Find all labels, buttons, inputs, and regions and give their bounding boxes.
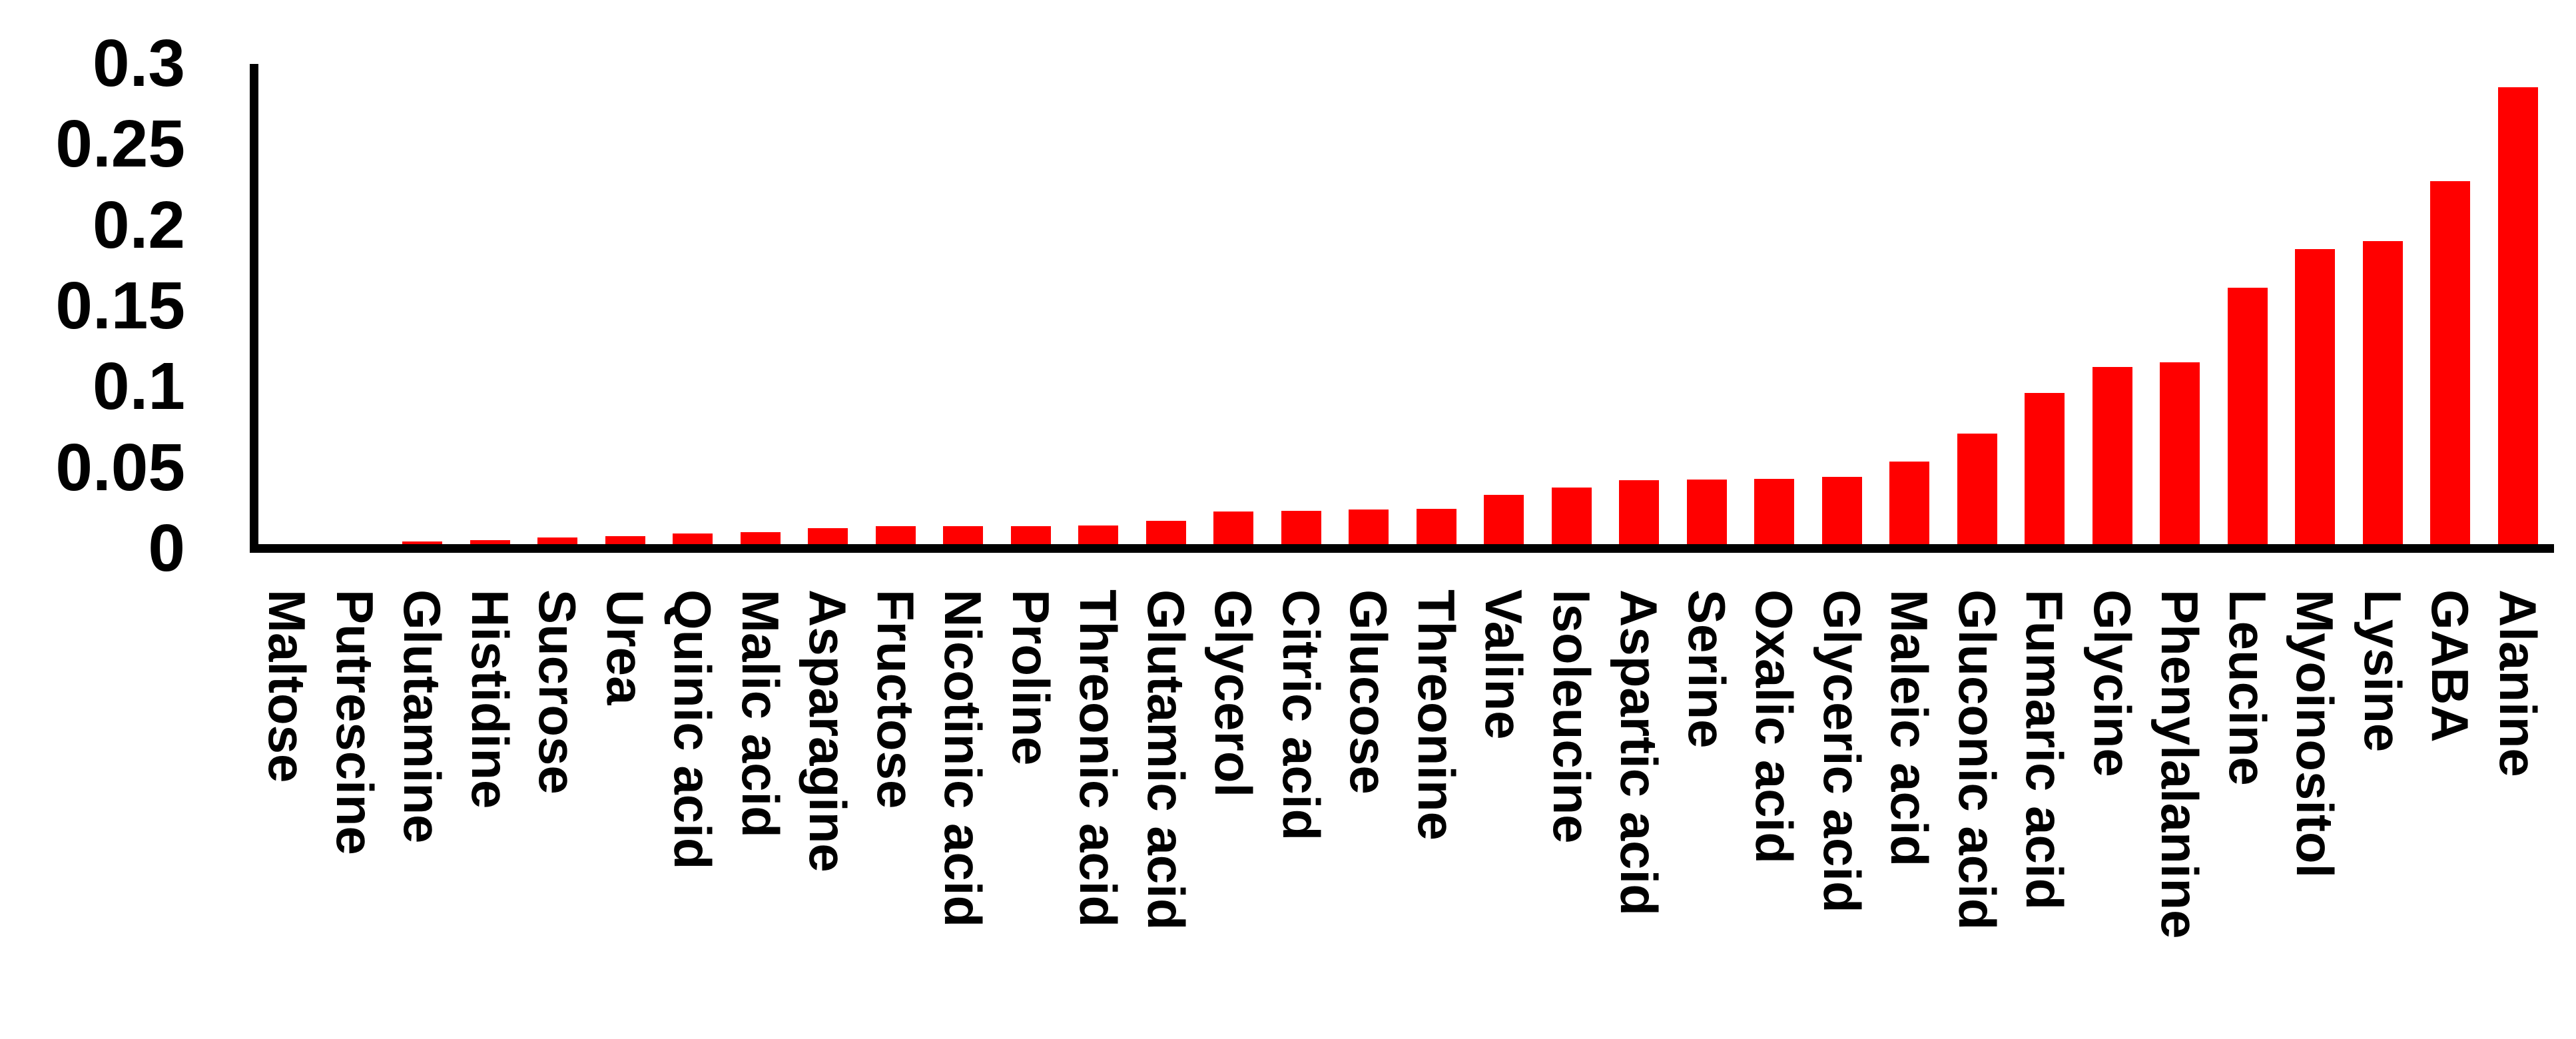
x-tick-label-aspartic-acid: Aspartic acid <box>1610 589 1669 916</box>
bar-myoinositol <box>2295 249 2335 548</box>
x-tick-label-oxalic-acid: Oxalic acid <box>1745 589 1804 864</box>
bar-isoleucine <box>1552 488 1592 548</box>
bar-oxalic-acid <box>1754 479 1794 548</box>
x-tick-label-nicotinic-acid: Nicotinic acid <box>934 589 993 928</box>
bar-serine <box>1687 480 1727 548</box>
x-tick-label-putrescine: Putrescine <box>326 589 385 855</box>
bar-lysine <box>2363 241 2403 548</box>
bar-fumaric-acid <box>2025 393 2065 548</box>
x-tick-label-serine: Serine <box>1678 589 1737 749</box>
x-tick-label-proline: Proline <box>1002 589 1061 766</box>
x-tick-label-maleic-acid: Maleic acid <box>1880 589 1939 867</box>
bar-leucine <box>2228 288 2268 548</box>
x-tick-label-glucose: Glucose <box>1339 589 1399 795</box>
x-tick-label-glyceric-acid: Glyceric acid <box>1813 589 1872 913</box>
x-tick-label-leucine: Leucine <box>2218 589 2278 786</box>
x-tick-label-citric-acid: Citric acid <box>1272 589 1331 841</box>
bar-glycine <box>2093 367 2132 548</box>
bar-glyceric-acid <box>1822 477 1862 548</box>
bar-citric-acid <box>1281 511 1321 548</box>
bar-glutamic-acid <box>1146 521 1186 548</box>
x-tick-label-histidine: Histidine <box>461 589 520 809</box>
bar-phenylalanine <box>2160 362 2200 548</box>
bar-aspartic-acid <box>1619 480 1659 548</box>
bar-gluconic-acid <box>1957 434 1997 548</box>
x-tick-label-phenylalanine: Phenylalanine <box>2150 589 2210 939</box>
x-tick-label-asparagine: Asparagine <box>799 589 858 872</box>
y-tick-label-0.15: 0.15 <box>55 268 185 343</box>
y-tick-label-0.3: 0.3 <box>92 25 185 101</box>
y-tick-label-0.2: 0.2 <box>92 187 185 262</box>
x-tick-label-gaba: GABA <box>2421 589 2480 743</box>
bar-maleic-acid <box>1889 462 1929 548</box>
x-tick-label-threonic-acid: Threonic acid <box>1069 589 1128 928</box>
x-tick-label-lysine: Lysine <box>2354 589 2413 753</box>
y-tick-label-0: 0 <box>148 511 185 585</box>
x-tick-label-glycine: Glycine <box>2083 589 2142 777</box>
y-tick-label-0.05: 0.05 <box>55 430 185 505</box>
x-tick-label-maltose: Maltose <box>258 589 317 783</box>
bar-threonine <box>1417 509 1456 548</box>
bar-alanine <box>2498 87 2538 548</box>
x-tick-label-glycerol: Glycerol <box>1204 589 1263 798</box>
bar-valine <box>1484 495 1524 548</box>
bar-glucose <box>1349 510 1389 548</box>
x-tick-label-glutamic-acid: Glutamic acid <box>1137 589 1196 930</box>
x-tick-label-glutamine: Glutamine <box>393 589 452 844</box>
x-tick-label-threonine: Threonine <box>1407 589 1466 841</box>
x-tick-label-fructose: Fructose <box>866 589 926 809</box>
x-tick-label-urea: Urea <box>596 589 655 705</box>
bar-gaba <box>2430 181 2470 548</box>
y-axis-spine <box>250 64 258 553</box>
x-tick-label-gluconic-acid: Gluconic acid <box>1948 589 2007 930</box>
y-tick-label-0.25: 0.25 <box>55 107 185 182</box>
y-tick-label-0.1: 0.1 <box>92 349 185 424</box>
bar-glycerol <box>1213 512 1253 548</box>
x-axis-line <box>250 544 2554 553</box>
x-tick-label-sucrose: Sucrose <box>528 589 587 795</box>
x-tick-label-fumaric-acid: Fumaric acid <box>2015 589 2075 910</box>
x-tick-label-quinic-acid: Quinic acid <box>663 589 723 870</box>
x-tick-label-malic-acid: Malic acid <box>731 589 791 838</box>
x-tick-label-myoinositol: Myoinositol <box>2286 589 2345 878</box>
x-tick-label-alanine: Alanine <box>2489 589 2548 777</box>
x-tick-label-isoleucine: Isoleucine <box>1542 589 1602 844</box>
x-tick-label-valine: Valine <box>1474 589 1534 740</box>
